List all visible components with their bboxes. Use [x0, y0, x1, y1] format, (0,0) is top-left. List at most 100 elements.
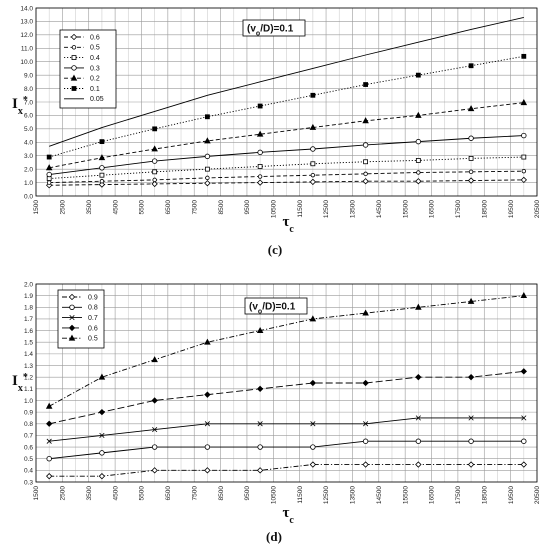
x-tick-label: 11500: [297, 486, 304, 504]
panel-label-d: (d): [266, 529, 282, 544]
data-point-0.5: [520, 292, 528, 299]
x-tick-label: 12500: [323, 200, 330, 218]
data-point-0.8: [468, 438, 474, 444]
data-point-0.3: [415, 138, 422, 145]
x-tick-label: 8500: [218, 200, 225, 215]
legend-label-0.05: 0.05: [90, 96, 104, 103]
legend-label-0.9: 0.9: [88, 294, 98, 301]
y-tick-label: 0.6: [24, 444, 33, 451]
data-point-0.5: [45, 402, 53, 409]
y-tick-label: 1.5: [24, 340, 33, 347]
data-point-0.1: [468, 63, 474, 69]
data-point-0.5: [416, 170, 421, 175]
y-tick-label: 0.9: [24, 409, 33, 416]
x-tick-label: 19500: [508, 200, 515, 218]
data-point-0.3: [46, 171, 52, 178]
x-tick-label: 17500: [455, 486, 462, 504]
y-tick-label: 3.0: [24, 153, 33, 160]
y-tick-label: 14.0: [20, 5, 33, 12]
data-point-0.9: [151, 467, 158, 474]
data-point-0.6: [362, 379, 369, 387]
data-point-0.7: [152, 427, 158, 433]
y-tick-label: 1.6: [24, 328, 33, 335]
x-tick-label: 14500: [376, 200, 383, 218]
legend-label-0.5: 0.5: [90, 45, 100, 52]
series-line-0.2: [49, 102, 524, 169]
legend-marker-0.5: [71, 45, 77, 50]
legend-label-0.1: 0.1: [90, 86, 100, 93]
data-point-0.8: [151, 444, 158, 450]
data-point-0.1: [415, 72, 421, 78]
data-point-0.7: [468, 415, 474, 421]
x-tick-label: 8500: [218, 486, 225, 501]
data-point-0.4: [152, 169, 158, 175]
data-point-0.6: [362, 178, 369, 185]
y-tick-labels-d: 0.3 0.4 0.5 0.6 0.7 0.8 0.9 1.0 1.1 1.2 1.3 1.4 1.5 1…: [24, 281, 33, 486]
data-point-0.1: [363, 82, 369, 87]
data-point-0.6: [256, 179, 264, 186]
y-tick-label: 1.9: [24, 293, 33, 300]
data-point-0.7: [363, 421, 369, 427]
data-point-0.4: [257, 164, 263, 169]
data-point-0.2: [309, 123, 317, 130]
data-point-0.3: [151, 158, 158, 164]
x-tick-label: 6500: [165, 486, 172, 501]
legend-label-0.7: 0.7: [88, 315, 98, 322]
panel-label-c: (c): [268, 242, 282, 257]
series-line-0.3: [49, 135, 524, 175]
x-tick-label: 9500: [244, 486, 251, 501]
data-point-0.5: [362, 309, 369, 316]
legend-c: 0.6 0.5 0.4 0.3 0.2 0.1 0.05: [59, 29, 117, 109]
series-lines-d: [48, 295, 524, 477]
x-tick-label: 19500: [508, 486, 515, 504]
data-point-0.5: [46, 180, 52, 185]
x-tick-label: 3500: [86, 200, 93, 215]
legend-label-0.4: 0.4: [90, 55, 100, 62]
data-point-0.6: [467, 374, 475, 381]
data-point-0.5: [415, 303, 422, 310]
y-tick-label: 13.0: [20, 19, 33, 26]
y-tick-labels-c: 0.0 1.0 2.0 3.0 4.0 5.0 6.0 7.0 8.0 9.0 10.0 11.0 12…: [20, 5, 33, 200]
data-point-0.4: [204, 166, 210, 172]
x-tick-label: 16500: [429, 200, 436, 218]
x-tick-labels-d: 1500 2500 3500 4500 5500 6500 7500 8500 9500 1050…: [33, 486, 541, 504]
y-tick-label: 7.0: [24, 99, 33, 106]
x-tick-label: 9500: [244, 200, 251, 215]
panel-d: 0.3 0.4 0.5 0.6 0.7 0.8 0.9 1.0 1.1 1.2 1.3 1.4 1.5 1…: [12, 281, 541, 544]
x-tick-label: 20500: [534, 486, 541, 504]
data-point-0.3: [521, 132, 527, 139]
data-point-0.7: [257, 421, 263, 427]
x-tick-label: 2500: [60, 486, 67, 501]
legend-marker-0.3: [71, 65, 77, 71]
data-point-0.5: [99, 179, 105, 184]
data-point-0.9: [415, 461, 422, 468]
data-point-0.6: [309, 379, 317, 387]
data-point-0.3: [204, 153, 211, 160]
y-tick-label: 0.4: [24, 468, 33, 475]
y-tick-label: 1.7: [24, 316, 33, 323]
series-line-0.6: [49, 370, 524, 425]
series-line-0.05: [49, 16, 524, 147]
legend-marker-0.6: [70, 33, 78, 41]
y-tick-label: 0.0: [24, 193, 33, 200]
x-tick-label: 1500: [33, 200, 40, 215]
y-tick-label: 9.0: [24, 72, 33, 79]
data-point-0.8: [204, 444, 211, 450]
x-tick-label: 12500: [323, 486, 330, 504]
series-lines-c: [49, 16, 524, 186]
legend-marker-0.9: [68, 293, 76, 301]
x-tick-label: 6500: [165, 200, 172, 215]
data-point-0.8: [415, 438, 422, 444]
x-tick-label: 3500: [86, 486, 93, 501]
data-point-0.6: [467, 177, 475, 184]
series-markers-c: [45, 53, 528, 189]
y-tick-label: 6.0: [24, 113, 33, 120]
data-point-0.9: [467, 461, 475, 468]
legend-marker-0.2: [70, 74, 78, 81]
x-tick-label: 7500: [191, 200, 198, 215]
plot-area-d: [35, 283, 538, 483]
data-point-0.6: [256, 385, 264, 392]
series-line-0.5: [48, 295, 524, 407]
x-tick-label: 4500: [112, 200, 119, 215]
data-point-0.5: [151, 356, 158, 363]
